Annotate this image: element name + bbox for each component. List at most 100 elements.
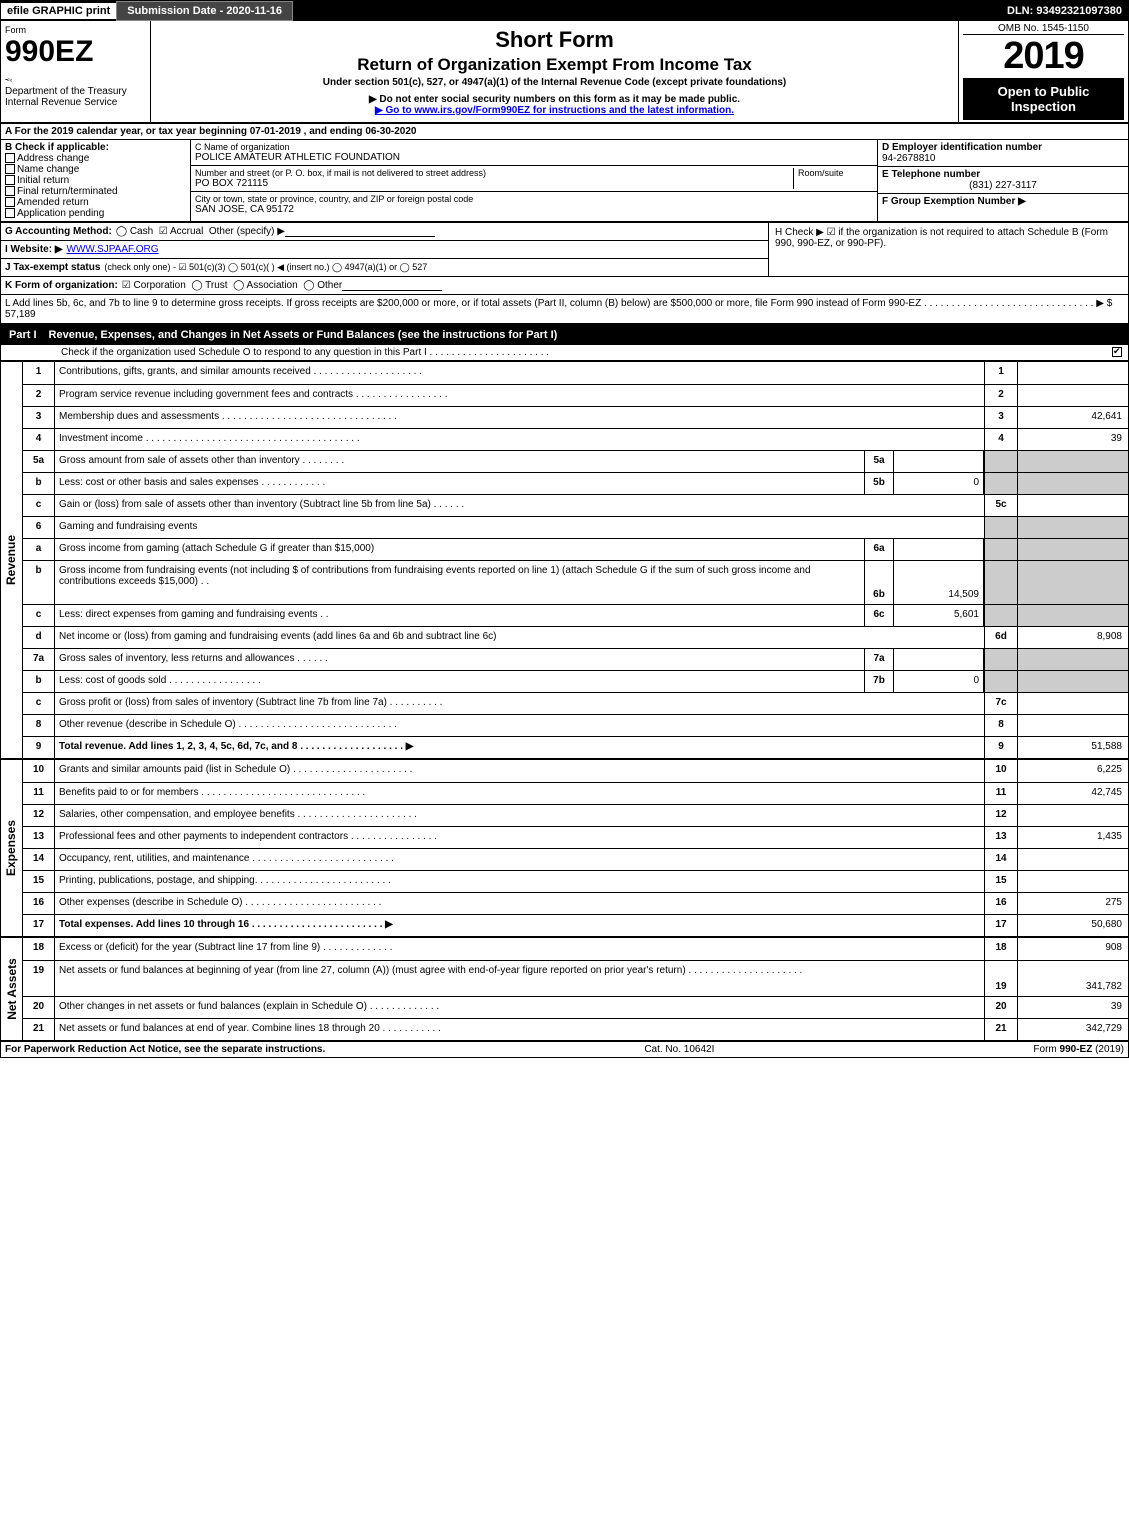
line-6: 6 Gaming and fundraising events — [23, 516, 1128, 538]
g-fill[interactable] — [285, 226, 435, 237]
endval: 6,225 — [1018, 760, 1128, 782]
endnum: 2 — [984, 385, 1018, 406]
chk-initial-return[interactable]: Initial return — [5, 175, 186, 186]
line-10: 10 Grants and similar amounts paid (list… — [23, 760, 1128, 782]
efile-print-label[interactable]: efile GRAPHIC print — [1, 3, 116, 19]
chk-amended-return[interactable]: Amended return — [5, 197, 186, 208]
desc: Gross profit or (loss) from sales of inv… — [55, 693, 984, 714]
goto-text[interactable]: ▶ Go to www.irs.gov/Form990EZ for instru… — [375, 105, 734, 116]
k-corp[interactable]: ☑ Corporation — [122, 280, 186, 291]
g-other[interactable]: Other (specify) ▶ — [209, 226, 285, 237]
partI-header-wrap: Part I Revenue, Expenses, and Changes in… — [1, 325, 1128, 361]
col-H: H Check ▶ ☑ if the organization is not r… — [768, 223, 1128, 276]
dln-label: DLN: 93492321097380 — [1001, 3, 1128, 19]
endval: 1,435 — [1018, 827, 1128, 848]
omb-number: OMB No. 1545-1150 — [963, 23, 1124, 35]
expenses-vlabel: Expenses — [1, 760, 23, 936]
line-20: 20 Other changes in net assets or fund b… — [23, 996, 1128, 1018]
txt: Expenses — [5, 820, 19, 876]
num: c — [23, 693, 55, 714]
num: b — [23, 561, 55, 604]
midval: 0 — [894, 671, 984, 692]
endval — [1018, 693, 1128, 714]
row-I: I Website: ▶ WWW.SJPAAF.ORG — [1, 240, 768, 258]
line-5c: c Gain or (loss) from sale of assets oth… — [23, 494, 1128, 516]
line-17: 17 Total expenses. Add lines 10 through … — [23, 914, 1128, 936]
i-label: I Website: ▶ — [5, 244, 63, 255]
endnum: 6d — [984, 627, 1018, 648]
netassets-body: 18 Excess or (deficit) for the year (Sub… — [23, 938, 1128, 1040]
line-9: 9 Total revenue. Add lines 1, 2, 3, 4, 5… — [23, 736, 1128, 758]
endval: 42,745 — [1018, 783, 1128, 804]
chk-application-pending[interactable]: Application pending — [5, 208, 186, 219]
line-19: 19 Net assets or fund balances at beginn… — [23, 960, 1128, 996]
desc: Benefits paid to or for members . . . . … — [55, 783, 984, 804]
endval — [1018, 495, 1128, 516]
g-accrual[interactable]: ☑ Accrual — [159, 226, 204, 237]
desc: Gaming and fundraising events — [55, 517, 984, 538]
c-addr-cell: Number and street (or P. O. box, if mail… — [191, 166, 877, 192]
num: b — [23, 671, 55, 692]
netassets-vlabel: Net Assets — [1, 938, 23, 1040]
endnum — [984, 473, 1018, 494]
num: 15 — [23, 871, 55, 892]
k-other[interactable]: ◯ Other — [303, 280, 342, 291]
line-13: 13 Professional fees and other payments … — [23, 826, 1128, 848]
num: 14 — [23, 849, 55, 870]
lbl: Amended return — [17, 197, 89, 208]
g-cash[interactable]: ◯ Cash — [116, 226, 153, 237]
endnum: 7c — [984, 693, 1018, 714]
line-18: 18 Excess or (deficit) for the year (Sub… — [23, 938, 1128, 960]
gh-left: G Accounting Method: ◯ Cash ☑ Accrual Ot… — [1, 223, 768, 276]
endnum — [984, 649, 1018, 670]
desc: Printing, publications, postage, and shi… — [55, 871, 984, 892]
endnum: 10 — [984, 760, 1018, 782]
partI-check-text: Check if the organization used Schedule … — [61, 347, 1112, 358]
num: 19 — [23, 961, 55, 996]
endnum: 18 — [984, 938, 1018, 960]
chk-address-change[interactable]: Address change — [5, 153, 186, 164]
goto-link[interactable]: ▶ Go to www.irs.gov/Form990EZ for instru… — [157, 105, 952, 116]
desc: Total revenue. Add lines 1, 2, 3, 4, 5c,… — [55, 737, 984, 758]
lbl: Final return/terminated — [17, 186, 118, 197]
desc: Total expenses. Add lines 10 through 16 … — [55, 915, 984, 936]
endval — [1018, 451, 1128, 472]
line-5b: b Less: cost or other basis and sales ex… — [23, 472, 1128, 494]
endval — [1018, 561, 1128, 604]
row-GH: G Accounting Method: ◯ Cash ☑ Accrual Ot… — [1, 223, 1128, 277]
B-title: B Check if applicable: — [5, 142, 186, 153]
d1: Gross income from fundraising events (no… — [59, 565, 298, 576]
col-DEF: D Employer identification number 94-2678… — [878, 140, 1128, 221]
partI-schedule-o-checkbox[interactable] — [1112, 347, 1122, 357]
midval: 5,601 — [894, 605, 984, 626]
endval — [1018, 805, 1128, 826]
netassets-section: Net Assets 18 Excess or (deficit) for th… — [1, 936, 1128, 1040]
endnum — [984, 517, 1018, 538]
endnum: 21 — [984, 1019, 1018, 1040]
num: 5a — [23, 451, 55, 472]
endnum: 8 — [984, 715, 1018, 736]
subtitle: Under section 501(c), 527, or 4947(a)(1)… — [157, 77, 952, 88]
endnum: 11 — [984, 783, 1018, 804]
k-fill[interactable] — [342, 280, 442, 291]
num: 13 — [23, 827, 55, 848]
endval: 8,908 — [1018, 627, 1128, 648]
d-ein-label: D Employer identification number — [882, 142, 1124, 153]
line-3: 3 Membership dues and assessments . . . … — [23, 406, 1128, 428]
website-link[interactable]: WWW.SJPAAF.ORG — [67, 244, 159, 255]
chk-name-change[interactable]: Name change — [5, 164, 186, 175]
chk-final-return[interactable]: Final return/terminated — [5, 186, 186, 197]
desc: Salaries, other compensation, and employ… — [55, 805, 984, 826]
line-2: 2 Program service revenue including gove… — [23, 384, 1128, 406]
endval — [1018, 849, 1128, 870]
desc: Investment income . . . . . . . . . . . … — [55, 429, 984, 450]
tel-value: (831) 227-3117 — [882, 180, 1124, 191]
line-7c: c Gross profit or (loss) from sales of i… — [23, 692, 1128, 714]
k-assoc[interactable]: ◯ Association — [233, 280, 298, 291]
lbl: Initial return — [17, 175, 69, 186]
k-trust[interactable]: ◯ Trust — [191, 280, 227, 291]
endnum — [984, 451, 1018, 472]
line-12: 12 Salaries, other compensation, and emp… — [23, 804, 1128, 826]
endval — [1018, 517, 1128, 538]
midval — [894, 451, 984, 472]
